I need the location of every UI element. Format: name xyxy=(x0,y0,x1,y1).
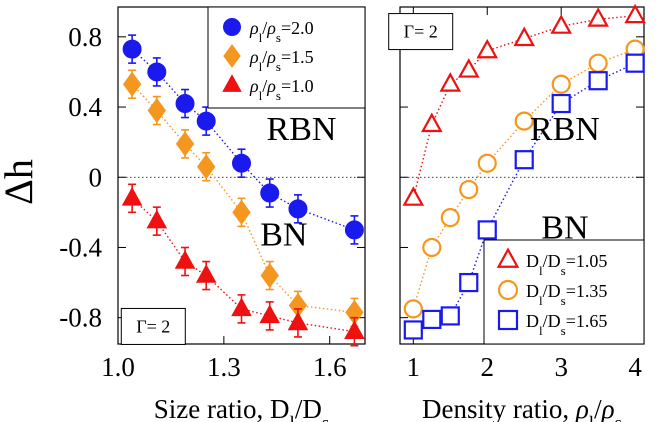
legend-label: ρl/ρs=2.0 xyxy=(249,18,314,45)
region-label-rbn: RBN xyxy=(267,111,337,148)
x-tick-label: 1 xyxy=(407,352,421,382)
data-point xyxy=(550,14,572,34)
legend-label: ρl/ρs=1.0 xyxy=(249,76,314,103)
data-point xyxy=(551,74,571,94)
data-point xyxy=(439,72,462,92)
data-point xyxy=(402,186,425,206)
data-point xyxy=(625,53,645,73)
series-2 xyxy=(121,183,365,347)
legend-marker xyxy=(497,279,519,301)
data-point xyxy=(477,153,497,173)
data-point xyxy=(587,7,609,27)
data-point xyxy=(459,272,479,293)
data-point xyxy=(232,199,251,225)
gamma-annotation: Γ= 2 xyxy=(136,316,170,336)
data-point xyxy=(147,62,167,82)
region-label-bn: BN xyxy=(260,216,307,253)
series-line xyxy=(131,197,355,333)
data-point xyxy=(513,26,536,47)
legend: ρl/ρs=2.0ρl/ρs=1.5ρl/ρs=1.0 xyxy=(207,6,366,109)
legend-marker xyxy=(222,74,242,92)
y-tick-label: -0.4 xyxy=(59,232,102,262)
x-tick-label: 1.6 xyxy=(313,352,347,382)
y-tick-label: -0.8 xyxy=(59,303,102,333)
x-tick-label: 2 xyxy=(480,352,494,382)
data-point xyxy=(195,264,217,283)
data-point xyxy=(588,71,608,91)
data-point xyxy=(403,299,423,319)
data-point xyxy=(421,112,443,133)
region-label-rbn: RBN xyxy=(530,111,600,148)
data-point xyxy=(121,186,143,206)
data-point xyxy=(477,220,497,240)
legend-marker xyxy=(223,44,241,68)
series-line xyxy=(412,15,636,199)
data-point xyxy=(260,183,280,203)
left-panel: 1.0 1.3 1.6 0.8 0.4 0 -0.4 -0.8 Size ratio, Dl/D… xyxy=(59,6,366,422)
legend-marker xyxy=(496,247,520,268)
data-point xyxy=(459,179,479,200)
data-point xyxy=(624,3,646,24)
series-1 xyxy=(403,39,645,319)
data-point xyxy=(457,58,480,78)
data-point xyxy=(588,53,608,73)
y-tick-label: 0 xyxy=(89,162,103,192)
data-point xyxy=(287,311,309,331)
data-point xyxy=(197,154,216,180)
data-point xyxy=(551,93,571,114)
legend-marker xyxy=(497,309,519,331)
data-point xyxy=(122,71,142,97)
x-axis-label: Density ratio, ρl/ρs xyxy=(422,394,622,422)
x-tick-label: 1.0 xyxy=(101,352,135,382)
data-point xyxy=(514,150,534,170)
gamma-box xyxy=(120,307,186,345)
x-tick-label: 4 xyxy=(628,352,642,382)
y-tick-label: 0.8 xyxy=(68,22,102,52)
data-point xyxy=(174,250,196,269)
data-point xyxy=(175,131,195,157)
data-point xyxy=(476,38,499,59)
data-point xyxy=(146,209,168,229)
data-point xyxy=(403,320,423,340)
data-point xyxy=(260,262,279,289)
gamma-annotation: Γ= 2 xyxy=(404,22,438,42)
data-point xyxy=(344,320,365,339)
legend: Dl/Ds=1.05 Dl/Ds=1.35 Dl/Ds=1.65 xyxy=(483,239,645,345)
data-point xyxy=(344,220,364,240)
legend-label: Dl/Ds=1.05 xyxy=(526,251,607,278)
series-1 xyxy=(122,69,364,328)
series-0 xyxy=(402,3,646,206)
legend-marker xyxy=(223,18,241,36)
data-point xyxy=(422,309,442,330)
x-axis-label: Size ratio, Dl/Ds xyxy=(154,394,329,422)
data-point xyxy=(514,111,534,131)
x-tick-label: 1.3 xyxy=(207,352,241,382)
shared-y-axis-label: Δh xyxy=(0,159,41,205)
data-point xyxy=(196,111,216,131)
data-point xyxy=(288,199,308,219)
data-point xyxy=(122,39,142,59)
data-point xyxy=(231,297,252,317)
data-point xyxy=(440,208,460,228)
data-point xyxy=(440,306,460,326)
y-tick-label: 0.4 xyxy=(68,92,102,122)
legend-label: Dl/Ds=1.65 xyxy=(526,311,607,338)
legend-label: ρl/ρs=1.5 xyxy=(249,47,314,74)
series-0 xyxy=(122,34,364,245)
data-point xyxy=(422,237,442,258)
data-point xyxy=(175,94,195,114)
data-point xyxy=(232,153,251,173)
x-tick-label: 3 xyxy=(554,352,568,382)
data-point xyxy=(147,98,166,124)
data-point xyxy=(259,304,281,324)
legend-label: Dl/Ds=1.35 xyxy=(526,281,607,308)
gamma-box xyxy=(388,13,454,51)
series-2 xyxy=(403,53,645,340)
